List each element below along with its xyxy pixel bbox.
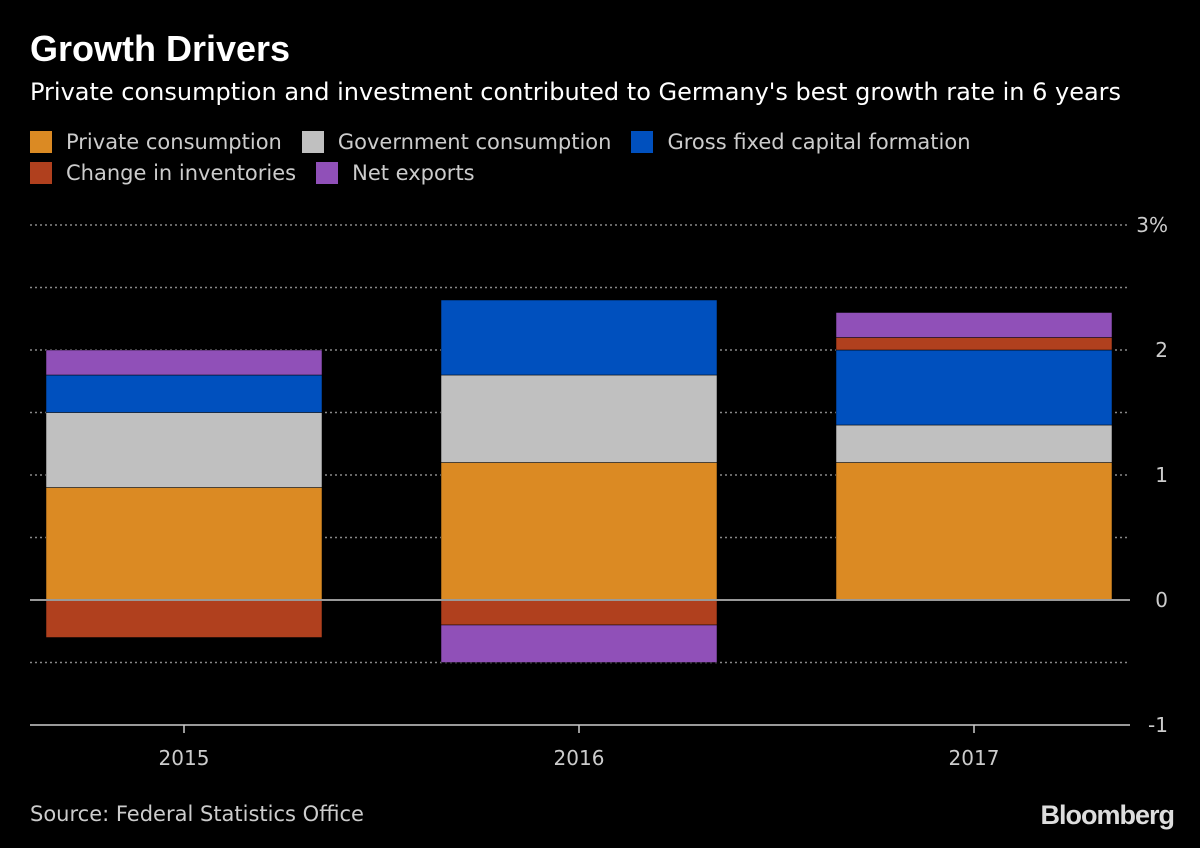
legend-swatch <box>316 162 339 184</box>
x-tick-label: 2016 <box>554 746 605 770</box>
bar-segment <box>440 374 718 463</box>
legend: Private consumption Government consumptio… <box>30 126 1130 189</box>
y-tick-label: -1 <box>1148 713 1168 737</box>
y-tick-label: 2 <box>1155 338 1168 362</box>
bar-segment <box>835 312 1113 338</box>
bar-segment <box>45 374 323 413</box>
legend-item: Private consumption <box>30 126 282 157</box>
bar-segment <box>440 624 718 663</box>
legend-item: Net exports <box>316 158 475 189</box>
bar-segment <box>835 424 1113 463</box>
legend-label: Net exports <box>352 161 475 185</box>
legend-label: Gross fixed capital formation <box>667 129 971 154</box>
chart-title: Growth Drivers <box>30 28 291 69</box>
legend-swatch <box>30 130 52 153</box>
legend-label: Private consumption <box>66 129 282 154</box>
bar-segment <box>45 412 323 488</box>
bar-segment <box>45 599 323 638</box>
x-tick-label: 2015 <box>159 746 210 770</box>
x-tick-label: 2017 <box>949 746 1000 770</box>
source-note: Source: Federal Statistics Office <box>30 802 364 826</box>
legend-label: Government consumption <box>337 129 612 154</box>
bar-segment <box>835 349 1113 426</box>
legend-item: Gross fixed capital formation <box>631 126 971 157</box>
y-tick-label: 3% <box>1136 213 1168 237</box>
legend-swatch <box>301 130 324 153</box>
bar-segment <box>440 599 718 626</box>
y-tick-label: 0 <box>1155 588 1168 612</box>
legend-item: Government consumption <box>301 126 612 157</box>
legend-swatch <box>631 130 654 153</box>
bloomberg-logo: Bloomberg <box>1040 800 1175 830</box>
bar-segment <box>45 349 323 376</box>
bar-segment <box>440 462 718 601</box>
bar-segment <box>45 487 323 601</box>
legend-swatch <box>30 162 52 184</box>
bar-segment <box>835 337 1113 351</box>
legend-label: Change in inventories <box>66 161 297 185</box>
legend-item: Change in inventories <box>30 158 296 189</box>
y-tick-label: 1 <box>1155 463 1168 487</box>
bar-segment <box>440 299 718 376</box>
chart-subtitle: Private consumption and investment contr… <box>30 78 1122 106</box>
bar-segment <box>835 462 1113 601</box>
